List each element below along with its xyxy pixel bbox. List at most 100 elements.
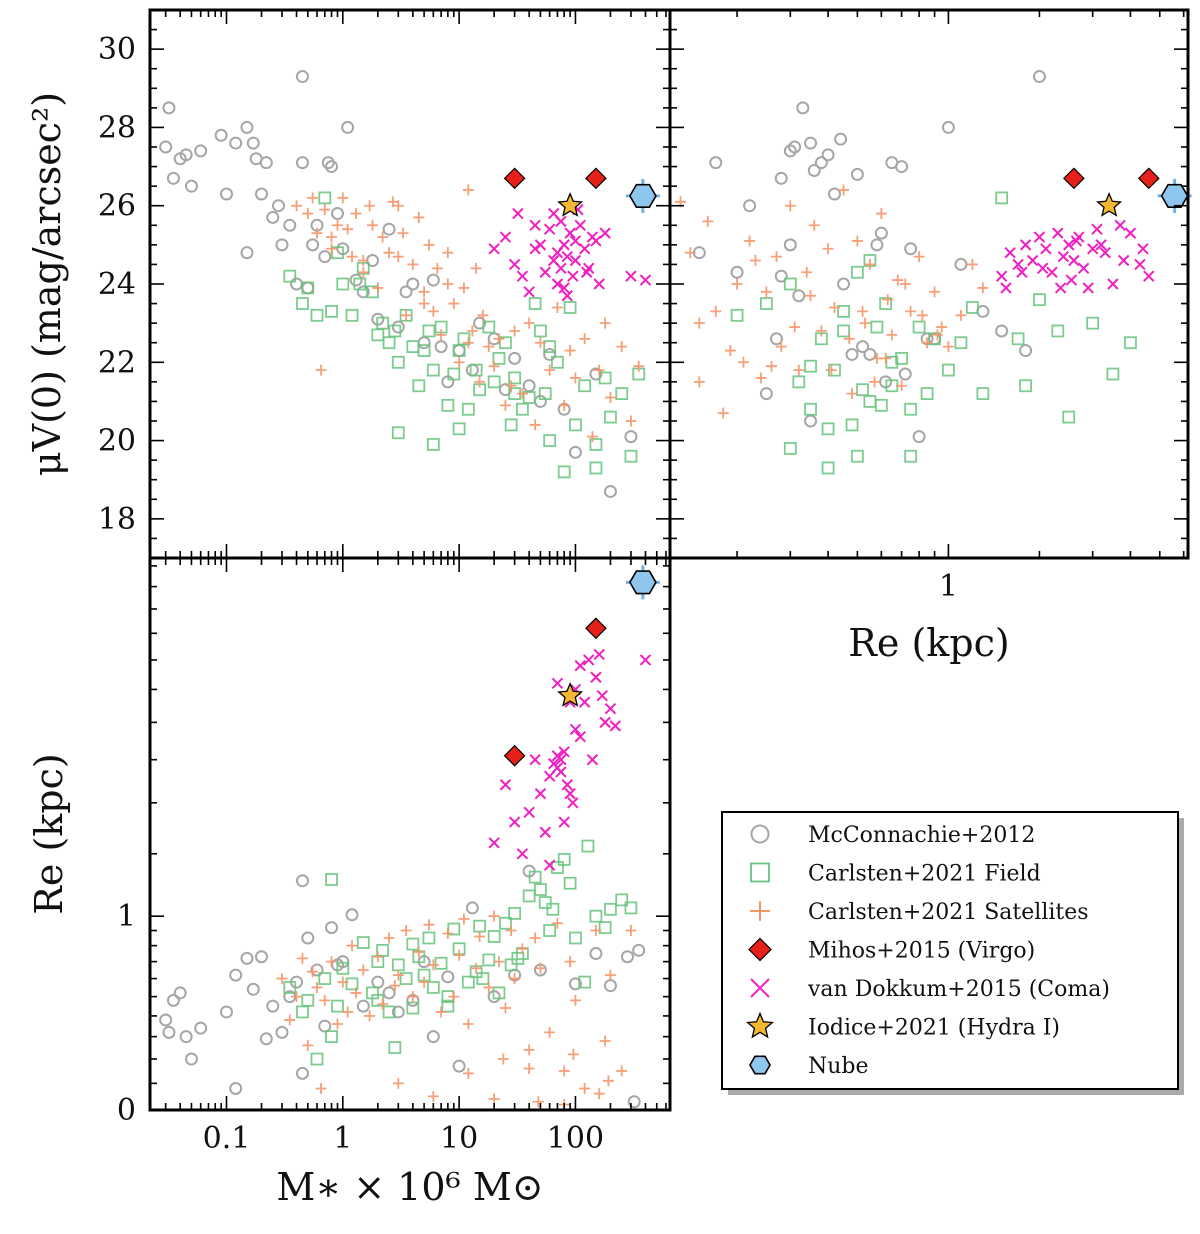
point-carlsten-field [499, 336, 512, 350]
point-carlsten-satellite [315, 1082, 327, 1094]
point-carlsten-satellite [427, 305, 439, 317]
point-carlsten-satellite [413, 211, 425, 223]
point-mcconnachie [821, 148, 835, 162]
point-vandokkum [499, 231, 512, 243]
point-vandokkum [564, 227, 576, 239]
point-carlsten-satellite [291, 991, 303, 1003]
series-carlsten-2021-field [283, 191, 646, 479]
point-mcconnachie [620, 950, 634, 964]
point-carlsten-field [604, 902, 617, 916]
point-carlsten-field [821, 461, 835, 475]
point-mcconnachie [173, 986, 187, 1000]
point-mcconnachie [399, 285, 413, 299]
point-carlsten-satellite [488, 910, 500, 922]
point-vandokkum [578, 243, 591, 255]
point-carlsten-field [783, 441, 797, 455]
point-mcconnachie [266, 210, 280, 224]
point-carlsten-satellite [805, 290, 817, 302]
point-vandokkum [1068, 254, 1080, 267]
point-carlsten-satellite [342, 223, 354, 235]
point-carlsten-satellite [544, 364, 556, 376]
point-carlsten-satellite [413, 946, 425, 958]
point-mcconnachie [266, 999, 280, 1013]
point-iodice [745, 1011, 775, 1039]
point-carlsten-satellite [448, 298, 460, 310]
point-carlsten-satellite [462, 184, 474, 196]
point-carlsten-satellite [326, 243, 338, 255]
point-mcconnachie [743, 199, 757, 213]
point-vandokkum [604, 703, 617, 715]
point-carlsten-field [563, 301, 577, 314]
point-carlsten-satellite [466, 325, 478, 337]
point-carlsten-satellite [400, 309, 412, 321]
legend: McConnachie+2012 Carlsten+2021 Field Carls… [721, 811, 1184, 1095]
point-carlsten-satellite [311, 227, 323, 239]
x-axis-title-mass: M∗ × 10⁶ M⊙ [276, 1165, 543, 1209]
point-carlsten-satellite [886, 329, 898, 341]
point-vandokkum [581, 266, 593, 278]
point-carlsten-satellite [372, 282, 384, 294]
point-vandokkum [1046, 266, 1058, 278]
point-mcconnachie [179, 1030, 193, 1044]
x-tick-label: 0.1 [203, 1121, 251, 1156]
x-tick-label: 100 [547, 1121, 604, 1156]
point-carlsten-field [476, 972, 490, 985]
point-mcconnachie [426, 273, 440, 287]
point-mcconnachie [356, 999, 370, 1013]
point-vandokkum [569, 723, 582, 736]
point-carlsten-satellite [392, 1077, 404, 1089]
point-mcconnachie [219, 187, 233, 201]
point-carlsten-field [615, 387, 629, 401]
point-carlsten-satellite [864, 258, 876, 270]
point-mihos [503, 167, 526, 190]
point-carlsten-satellite [616, 341, 628, 353]
point-mcconnachie [954, 257, 968, 271]
point-carlsten-satellite [483, 981, 495, 993]
point-carlsten-field [1086, 316, 1100, 330]
legend-label: Nube [808, 1054, 869, 1079]
point-carlsten-satellite [462, 1067, 474, 1079]
point-carlsten-field [804, 359, 817, 373]
point-carlsten-satellite [488, 1093, 500, 1105]
series-van-dokkum-2015-coma- [488, 203, 652, 302]
point-carlsten-field [759, 297, 773, 310]
point-carlsten-satellite [857, 305, 869, 317]
point-mcconnachie [356, 285, 370, 299]
point-carlsten-satellite [357, 964, 369, 976]
point-carlsten-field [499, 916, 512, 930]
point-mcconnachie [179, 148, 193, 162]
point-carlsten-field [422, 931, 436, 945]
point-mcconnachie [184, 1052, 198, 1066]
x-tick-label: 1 [939, 569, 958, 604]
point-mcconnachie [856, 340, 870, 354]
point-mcconnachie [325, 921, 339, 935]
point-carlsten-field [412, 379, 426, 393]
point-carlsten-field [578, 379, 592, 393]
point-mcconnachie [788, 140, 802, 154]
point-carlsten-field [492, 351, 506, 365]
point-carlsten-field [543, 340, 557, 354]
point-mcconnachie [807, 163, 821, 177]
panel-top-left [148, 8, 672, 560]
point-carlsten-field [837, 324, 850, 338]
point-carlsten-satellite [499, 399, 511, 411]
series-nube [625, 565, 660, 600]
point-mihos [748, 937, 772, 962]
point-carlsten-satellite [523, 317, 535, 329]
legend-marker-x [750, 978, 770, 998]
point-carlsten-satellite [516, 388, 528, 400]
series-carlsten-2021-satellites [675, 184, 989, 419]
point-carlsten-satellite [392, 200, 404, 212]
point-carlsten-satellite [929, 286, 941, 298]
point-vandokkum [539, 266, 551, 278]
point-vandokkum [551, 278, 564, 290]
point-carlsten-satellite [966, 258, 978, 270]
point-nube [1160, 183, 1189, 208]
point-mcconnachie [426, 1030, 440, 1044]
point-mcconnachie [246, 982, 260, 996]
point-carlsten-satellite [567, 1048, 579, 1060]
point-vandokkum [1095, 239, 1107, 251]
point-mcconnachie [345, 908, 359, 922]
point-carlsten-satellite [448, 991, 460, 1003]
point-carlsten-field [482, 953, 496, 967]
